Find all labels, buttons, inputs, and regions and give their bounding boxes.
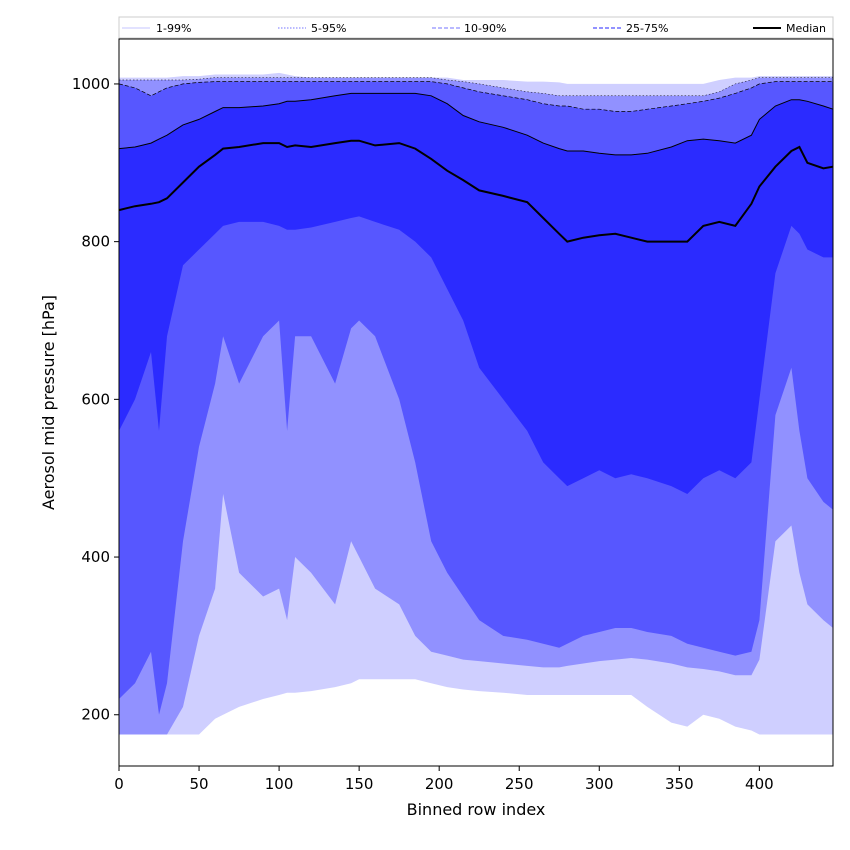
legend-label: Median	[786, 22, 826, 35]
x-tick-label: 150	[345, 775, 374, 793]
band-edge-5-95%	[119, 77, 833, 97]
axes-frame	[118, 38, 834, 767]
median-line	[118, 139, 834, 243]
legend-box	[118, 16, 834, 39]
x-tick-label: 400	[745, 775, 774, 793]
band-edge-25-75%	[118, 92, 834, 156]
x-tick-label: 350	[665, 775, 694, 793]
band-edge-10-90%	[118, 81, 833, 112]
bands-layer	[119, 72, 833, 735]
x-axis-ticks: 0 50 100 150 200 250 300 350 400	[114, 766, 774, 793]
y-tick-label: 200	[81, 706, 110, 724]
legend-label: 5-95%	[311, 22, 346, 35]
legend-label: 1-99%	[156, 22, 191, 35]
median-layer	[118, 139, 834, 243]
x-tick-label: 200	[425, 775, 454, 793]
y-axis-ticks: 200 400 600 800 1000	[72, 75, 119, 724]
legend-label: 10-90%	[464, 22, 506, 35]
x-tick-label: 0	[114, 775, 124, 793]
x-tick-label: 300	[585, 775, 614, 793]
y-axis-label: Aerosol mid pressure [hPa]	[39, 295, 58, 510]
legend-label: 25-75%	[626, 22, 668, 35]
x-axis-label: Binned row index	[407, 800, 546, 819]
y-tick-label: 1000	[72, 75, 110, 93]
x-tick-label: 100	[265, 775, 294, 793]
legend: 1-99% 5-95% 10-90% 25-75% Median	[118, 16, 834, 39]
y-tick-label: 800	[81, 233, 110, 251]
y-tick-label: 600	[81, 390, 110, 408]
x-tick-label: 250	[505, 775, 534, 793]
y-tick-label: 400	[81, 548, 110, 566]
x-tick-label: 50	[189, 775, 208, 793]
band-edges-layer	[118, 77, 834, 156]
band-25-75%	[119, 93, 833, 495]
